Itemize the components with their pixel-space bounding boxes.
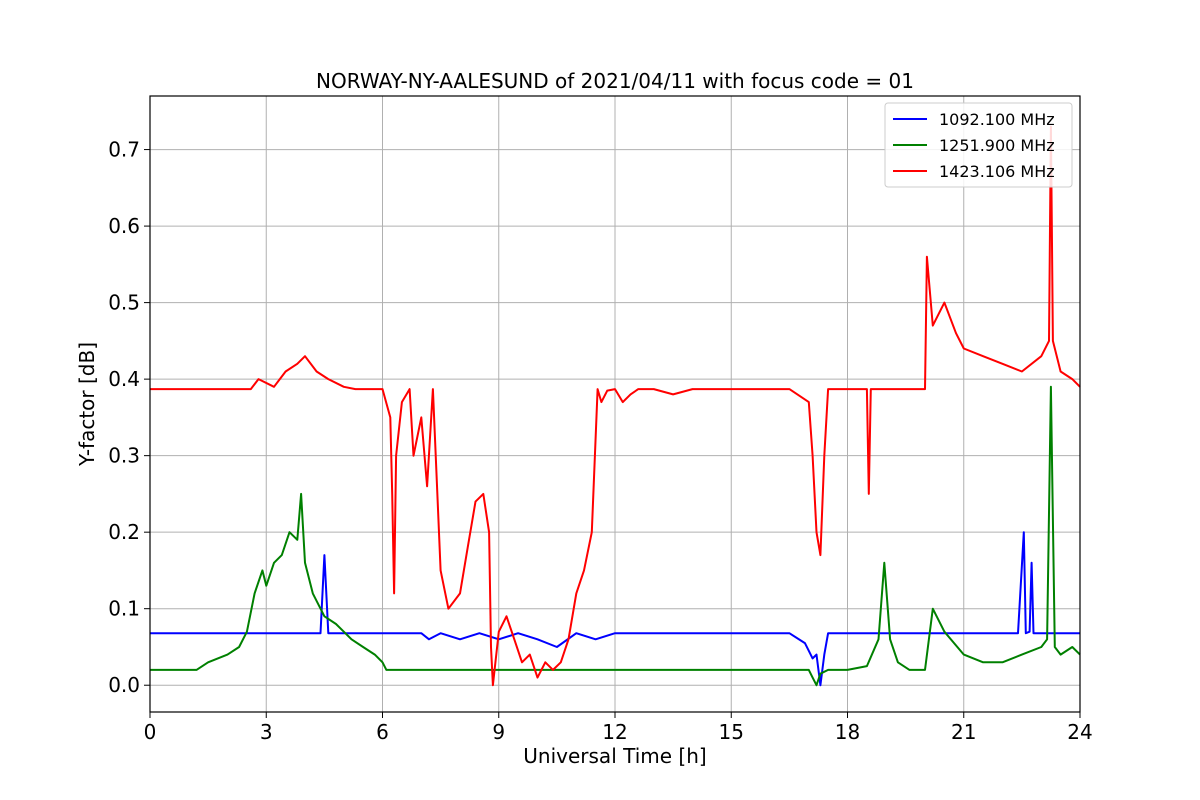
y-axis-label: Y-factor [dB] [75,342,99,467]
x-axis-label: Universal Time [h] [523,744,706,768]
x-tick-label: 12 [602,720,627,744]
chart-title: NORWAY-NY-AALESUND of 2021/04/11 with fo… [316,69,914,93]
x-tick-label: 6 [376,720,389,744]
x-tick-label: 15 [719,720,744,744]
legend-box [884,102,1073,188]
series-line-0 [150,531,1080,687]
x-tick-label: 0 [144,720,157,744]
x-tick-label: 24 [1067,720,1092,744]
plot-area [150,125,1081,687]
y-tick-label: 0.1 [108,597,140,621]
legend-label: 1423.106 MHz [939,162,1055,181]
x-tick-label: 9 [492,720,505,744]
legend-label: 1092.100 MHz [939,110,1055,129]
y-tick-label: 0.0 [108,673,140,697]
x-axis: 0 3 6 9 12 15 18 21 24 [144,712,1093,744]
y-tick-label: 0.7 [108,138,140,162]
legend: 1092.100 MHz 1251.900 MHz 1423.106 MHz [884,102,1073,188]
y-axis: 0.0 0.1 0.2 0.3 0.4 0.5 0.6 0.7 [108,138,150,697]
x-tick-label: 3 [260,720,273,744]
series-line-2 [150,125,1081,687]
x-tick-label: 18 [835,720,860,744]
y-tick-label: 0.3 [108,444,140,468]
y-tick-label: 0.4 [108,367,140,391]
x-tick-label: 21 [951,720,976,744]
series-line-1 [150,385,1081,687]
legend-label: 1251.900 MHz [939,136,1055,155]
y-tick-label: 0.2 [108,520,140,544]
y-tick-label: 0.5 [108,291,140,315]
y-tick-label: 0.6 [108,214,140,238]
